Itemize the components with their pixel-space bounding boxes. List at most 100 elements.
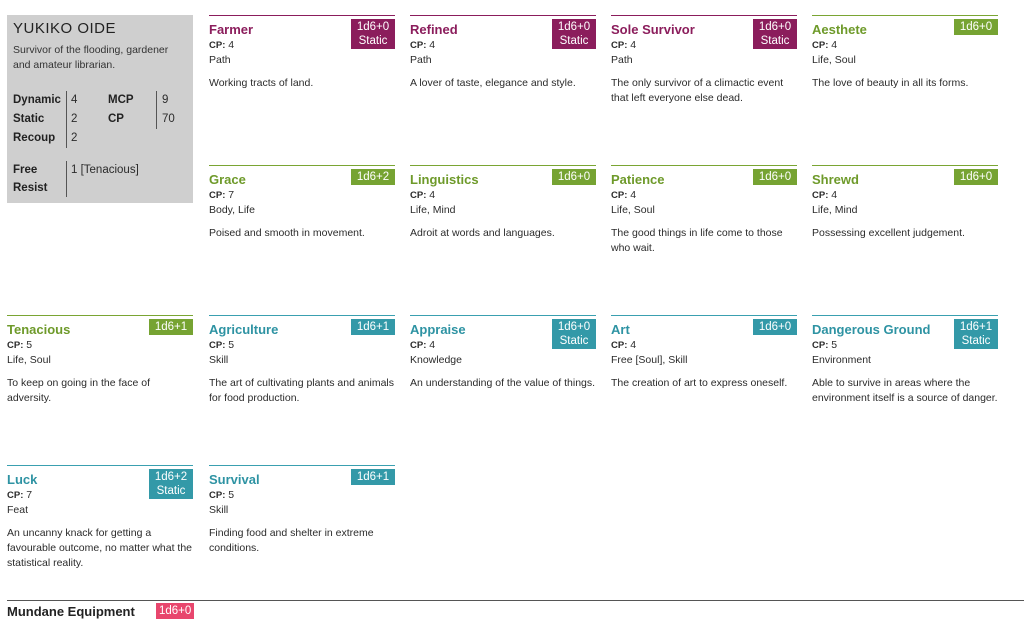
trait-description: To keep on going in the face of adversit… — [7, 377, 151, 404]
trait-cp: CP: 5 — [7, 339, 33, 351]
trait-name: Sole Survivor — [611, 22, 695, 37]
dice-badge: 1d6+1 — [351, 469, 395, 485]
trait-cp: CP: 5 — [209, 489, 235, 501]
trait-name: Linguistics — [410, 172, 479, 187]
dice-badge: 1d6+0 — [753, 169, 797, 185]
recoup-label: Recoup — [13, 132, 56, 144]
trait-card: Survival 1d6+1 CP: 5 Skill Finding food … — [209, 465, 395, 554]
trait-name: Refined — [410, 22, 458, 37]
equipment-divider — [7, 600, 1024, 601]
dice-badge: 1d6+0 Static — [552, 319, 596, 349]
trait-name: Tenacious — [7, 322, 71, 337]
trait-description: Finding food and shelter in extreme cond… — [209, 527, 374, 554]
stats-block: Dynamic 4 MCP 9 Static 2 CP 70 Recoup 2 — [13, 91, 175, 148]
trait-type: Life, Mind — [410, 204, 456, 216]
trait-description: Possessing excellent judgement. — [812, 227, 965, 239]
mcp-value: 9 — [156, 91, 168, 110]
dice-badge: 1d6+0 Static — [753, 19, 797, 49]
cp-value: 70 — [156, 110, 175, 129]
trait-description: The art of cultivating plants and animal… — [209, 377, 395, 404]
trait-cp: CP: 5 — [812, 339, 838, 351]
character-description: Survivor of the flooding, gardener and a… — [13, 44, 169, 71]
trait-card: Art 1d6+0 CP: 4 Free [Soul], Skill The c… — [611, 315, 797, 389]
trait-description: An understanding of the value of things. — [410, 377, 596, 389]
trait-description: Poised and smooth in movement. — [209, 227, 365, 239]
trait-card: Aesthete 1d6+0 CP: 4 Life, Soul The love… — [812, 15, 998, 89]
static-value: 2 — [66, 110, 108, 129]
trait-type: Knowledge — [410, 354, 462, 366]
trait-description: The only survivor of a climactic event t… — [611, 77, 784, 104]
trait-name: Dangerous Ground — [812, 322, 931, 337]
trait-name: Shrewd — [812, 172, 859, 187]
trait-type: Feat — [7, 504, 29, 516]
trait-type: Skill — [209, 354, 229, 366]
trait-card: Patience 1d6+0 CP: 4 Life, Soul The good… — [611, 165, 797, 254]
trait-card: Agriculture 1d6+1 CP: 5 Skill The art of… — [209, 315, 395, 404]
trait-cp: CP: 4 — [812, 189, 838, 201]
dice-badge: 1d6+0 — [552, 169, 596, 185]
trait-type: Body, Life — [209, 204, 255, 216]
trait-description: A lover of taste, elegance and style. — [410, 77, 576, 89]
trait-name: Aesthete — [812, 22, 867, 37]
trait-cp: CP: 4 — [209, 39, 235, 51]
dice-badge: 1d6+1 — [149, 319, 193, 335]
trait-name: Patience — [611, 172, 665, 187]
dice-badge: 1d6+2 — [351, 169, 395, 185]
mcp-label: MCP — [108, 94, 134, 106]
free-resist: Free Resist 1 [Tenacious] — [13, 161, 139, 197]
trait-card: Farmer 1d6+0 Static CP: 4 Path Working tr… — [209, 15, 395, 89]
trait-cp: CP: 4 — [611, 189, 637, 201]
dice-badge: 1d6+0 — [954, 19, 998, 35]
trait-card: Luck 1d6+2 Static CP: 7 Feat An uncanny k… — [7, 465, 193, 569]
trait-type: Life, Soul — [611, 204, 655, 216]
trait-card: Grace 1d6+2 CP: 7 Body, Life Poised and … — [209, 165, 395, 239]
recoup-value: 2 — [66, 129, 108, 148]
trait-cp: CP: 5 — [209, 339, 235, 351]
trait-cp: CP: 4 — [812, 39, 838, 51]
cp-label: CP — [108, 113, 124, 125]
trait-name: Luck — [7, 472, 38, 487]
static-label: Static — [13, 113, 45, 125]
trait-cp: CP: 4 — [410, 339, 436, 351]
trait-cp: CP: 4 — [410, 189, 436, 201]
dice-badge: 1d6+0 — [753, 319, 797, 335]
trait-card: Linguistics 1d6+0 CP: 4 Life, Mind Adroi… — [410, 165, 596, 239]
trait-description: The creation of art to express oneself. — [611, 377, 788, 389]
trait-cp: CP: 7 — [7, 489, 33, 501]
equipment-title: Mundane Equipment — [7, 604, 135, 619]
trait-card: Appraise 1d6+0 Static CP: 4 Knowledge An … — [410, 315, 596, 389]
dice-badge: 1d6+1 — [351, 319, 395, 335]
trait-cp: CP: 4 — [611, 39, 637, 51]
trait-type: Free [Soul], Skill — [611, 354, 688, 366]
trait-card: Sole Survivor 1d6+0 Static CP: 4 Path The… — [611, 15, 797, 104]
dice-badge: 1d6+0 Static — [351, 19, 395, 49]
trait-cp: CP: 4 — [410, 39, 436, 51]
trait-type: Life, Soul — [812, 54, 856, 66]
trait-cp: CP: 4 — [611, 339, 637, 351]
dynamic-label: Dynamic — [13, 94, 61, 106]
trait-type: Life, Soul — [7, 354, 51, 366]
trait-description: Adroit at words and languages. — [410, 227, 555, 239]
dynamic-value: 4 — [66, 91, 108, 110]
trait-name: Agriculture — [209, 322, 279, 337]
trait-card: Refined 1d6+0 Static CP: 4 Path A lover o… — [410, 15, 596, 89]
dice-badge: 1d6+0 Static — [552, 19, 596, 49]
trait-type: Path — [209, 54, 231, 66]
trait-description: The good things in life come to those wh… — [611, 227, 783, 254]
dice-badge: 1d6+2 Static — [149, 469, 193, 499]
free-resist-label-2: Resist — [13, 182, 48, 194]
character-card: YUKIKO OIDE Survivor of the flooding, ga… — [7, 15, 193, 203]
trait-card: Dangerous Ground 1d6+1 Static CP: 5 Envir… — [812, 315, 998, 404]
trait-name: Appraise — [410, 322, 466, 337]
trait-name: Art — [611, 322, 630, 337]
trait-description: Working tracts of land. — [209, 77, 314, 89]
trait-name: Farmer — [209, 22, 254, 37]
trait-type: Skill — [209, 504, 229, 516]
dice-badge: 1d6+1 Static — [954, 319, 998, 349]
trait-description: Able to survive in areas where the envir… — [812, 377, 998, 404]
dice-badge: 1d6+0 — [954, 169, 998, 185]
trait-type: Path — [611, 54, 633, 66]
free-resist-value: 1 [Tenacious] — [66, 161, 139, 197]
free-resist-label-1: Free — [13, 164, 38, 176]
trait-card: Tenacious 1d6+1 CP: 5 Life, Soul To keep… — [7, 315, 193, 404]
